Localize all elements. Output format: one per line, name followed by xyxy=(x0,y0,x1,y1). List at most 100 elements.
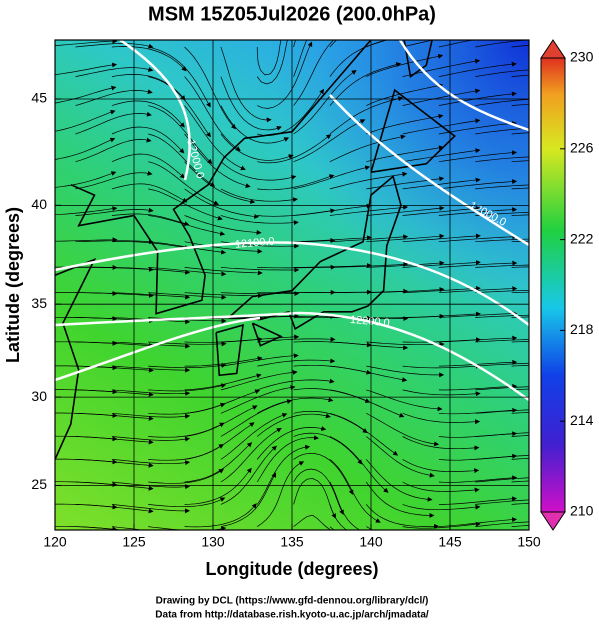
streamline xyxy=(511,503,529,505)
streamline xyxy=(293,40,308,77)
contour-label: 12100.0 xyxy=(234,235,275,250)
streamline xyxy=(220,267,300,273)
streamline xyxy=(475,314,529,318)
streamline xyxy=(402,412,481,425)
streamline xyxy=(220,215,299,226)
streamline xyxy=(438,475,518,483)
colorbar-extend-top xyxy=(540,39,566,59)
y-tick-label: 35 xyxy=(31,295,47,311)
streamline xyxy=(366,436,435,478)
colorbar-tick-label: 210 xyxy=(570,503,594,519)
streamline xyxy=(75,43,154,49)
streamline xyxy=(293,514,332,530)
streamline xyxy=(475,98,529,106)
streamline xyxy=(184,267,263,276)
streamline xyxy=(329,459,381,523)
streamline xyxy=(366,504,440,529)
streamline xyxy=(184,241,263,254)
streamline xyxy=(475,69,529,77)
streamline xyxy=(402,88,481,106)
streamline xyxy=(148,105,213,165)
streamline xyxy=(511,132,529,135)
streamline xyxy=(184,161,256,204)
streamline xyxy=(184,503,257,528)
x-tick-label: 150 xyxy=(517,534,541,550)
streamline xyxy=(111,267,191,275)
streamline xyxy=(366,287,445,294)
streamline xyxy=(257,41,313,109)
streamline xyxy=(75,207,154,216)
streamline xyxy=(402,148,481,163)
streamline xyxy=(111,241,190,251)
streamline xyxy=(111,74,186,101)
contour-line xyxy=(55,311,529,402)
streamline xyxy=(293,263,372,269)
streamline xyxy=(329,234,409,243)
streamline xyxy=(475,499,529,505)
grid xyxy=(55,40,529,530)
streamline xyxy=(111,504,190,514)
coastline xyxy=(228,174,402,330)
streamline xyxy=(511,435,529,437)
contours xyxy=(55,40,529,402)
streamline xyxy=(257,397,334,414)
streamline xyxy=(329,365,408,383)
streamline xyxy=(75,111,152,135)
streamline xyxy=(111,292,191,300)
streamline xyxy=(438,179,518,190)
streamline xyxy=(293,203,372,216)
streamline xyxy=(184,442,253,483)
colorbar-extend-bottom xyxy=(540,511,566,531)
streamline xyxy=(75,412,154,421)
streamline xyxy=(293,119,366,163)
x-tick-label: 125 xyxy=(122,534,146,550)
streamline xyxy=(475,432,529,437)
streamline xyxy=(475,339,529,343)
streamline xyxy=(111,436,191,442)
contour-line xyxy=(119,40,192,181)
streamline xyxy=(366,260,445,268)
coastline xyxy=(215,324,244,377)
streamline xyxy=(256,40,282,76)
streamline xyxy=(257,174,335,191)
streamline xyxy=(438,40,475,48)
contour-line xyxy=(55,241,529,326)
streamline xyxy=(329,389,405,418)
streamline xyxy=(366,40,389,48)
streamline xyxy=(75,504,154,514)
streamline xyxy=(75,365,154,373)
streamline xyxy=(329,412,399,456)
plot-area: 12000.0 12000.0 12100.0 12200.0 xyxy=(55,40,529,530)
streamline xyxy=(220,105,290,144)
streamline xyxy=(511,291,529,294)
streamline xyxy=(511,103,529,106)
streamline xyxy=(366,145,444,163)
streamline xyxy=(148,76,211,138)
streamline xyxy=(511,458,529,460)
streamline xyxy=(148,46,211,108)
coastline xyxy=(251,322,283,347)
streamline xyxy=(75,389,154,397)
streamline xyxy=(55,137,116,160)
streamline xyxy=(111,365,191,373)
streamline xyxy=(438,335,518,343)
streamline xyxy=(511,214,529,216)
credit: Drawing by DCL (https://www.gfd-dennou.o… xyxy=(156,596,429,607)
streamline xyxy=(55,206,118,216)
streamline xyxy=(148,215,226,236)
streamline xyxy=(511,266,529,268)
streamline xyxy=(329,62,402,106)
streamline xyxy=(111,526,145,530)
streamline xyxy=(75,266,154,272)
streamline xyxy=(184,105,246,171)
streamline xyxy=(111,126,185,154)
streamline xyxy=(329,341,409,351)
x-axis-label: Longitude (degrees) xyxy=(205,559,378,579)
x-tick-label: 130 xyxy=(201,534,225,550)
streamline xyxy=(438,260,518,268)
streamline xyxy=(184,422,255,460)
streamline xyxy=(257,358,336,367)
streamline xyxy=(475,477,529,483)
streamline xyxy=(293,432,363,465)
